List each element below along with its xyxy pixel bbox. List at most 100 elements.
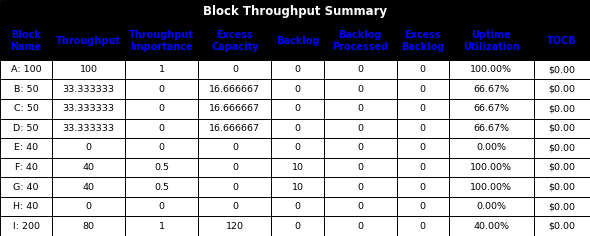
- Text: Uptime
Utilization: Uptime Utilization: [463, 30, 520, 52]
- Bar: [125, 60, 198, 79]
- Bar: [271, 60, 323, 79]
- Bar: [198, 23, 271, 60]
- Bar: [323, 118, 396, 138]
- Text: 0: 0: [294, 202, 300, 211]
- Bar: [323, 60, 396, 79]
- Bar: [534, 23, 590, 60]
- Text: A: 100: A: 100: [11, 65, 41, 74]
- Text: 0: 0: [419, 222, 426, 231]
- Bar: [534, 197, 590, 216]
- Text: Block
Name: Block Name: [11, 30, 42, 52]
- Bar: [0, 177, 52, 197]
- Text: 100.00%: 100.00%: [470, 183, 512, 192]
- Bar: [52, 23, 125, 60]
- Bar: [0, 0, 590, 23]
- Text: $0.00: $0.00: [549, 202, 575, 211]
- Bar: [52, 197, 125, 216]
- Text: 0: 0: [419, 143, 426, 152]
- Bar: [271, 99, 323, 118]
- Text: $0.00: $0.00: [549, 104, 575, 113]
- Text: 0.5: 0.5: [154, 163, 169, 172]
- Text: Throughput: Throughput: [56, 36, 121, 46]
- Bar: [52, 216, 125, 236]
- Bar: [449, 177, 534, 197]
- Text: 0: 0: [86, 202, 91, 211]
- Bar: [323, 138, 396, 158]
- Bar: [271, 118, 323, 138]
- Bar: [396, 158, 449, 177]
- Text: $0.00: $0.00: [549, 85, 575, 94]
- Text: 0: 0: [232, 163, 238, 172]
- Text: 0: 0: [294, 222, 300, 231]
- Text: 10: 10: [291, 163, 303, 172]
- Bar: [271, 177, 323, 197]
- Text: 40.00%: 40.00%: [473, 222, 509, 231]
- Text: 0: 0: [357, 202, 363, 211]
- Text: 0: 0: [357, 85, 363, 94]
- Text: 120: 120: [226, 222, 244, 231]
- Text: 66.67%: 66.67%: [473, 124, 509, 133]
- Text: 0: 0: [294, 124, 300, 133]
- Text: 0: 0: [86, 143, 91, 152]
- Bar: [125, 197, 198, 216]
- Text: 0: 0: [232, 143, 238, 152]
- Bar: [198, 197, 271, 216]
- Bar: [198, 118, 271, 138]
- Bar: [323, 216, 396, 236]
- Text: 10: 10: [291, 183, 303, 192]
- Bar: [449, 158, 534, 177]
- Text: 0: 0: [294, 65, 300, 74]
- Bar: [0, 23, 52, 60]
- Bar: [125, 99, 198, 118]
- Bar: [52, 60, 125, 79]
- Text: H: 40: H: 40: [14, 202, 39, 211]
- Bar: [52, 99, 125, 118]
- Text: 0: 0: [159, 202, 165, 211]
- Bar: [0, 216, 52, 236]
- Bar: [271, 158, 323, 177]
- Bar: [0, 197, 52, 216]
- Bar: [396, 99, 449, 118]
- Text: 0: 0: [232, 183, 238, 192]
- Bar: [449, 216, 534, 236]
- Text: 100.00%: 100.00%: [470, 163, 512, 172]
- Text: 16.666667: 16.666667: [209, 104, 260, 113]
- Bar: [125, 138, 198, 158]
- Bar: [449, 23, 534, 60]
- Text: C: 50: C: 50: [14, 104, 38, 113]
- Bar: [125, 158, 198, 177]
- Bar: [271, 23, 323, 60]
- Text: 100: 100: [80, 65, 98, 74]
- Bar: [323, 158, 396, 177]
- Bar: [125, 118, 198, 138]
- Bar: [52, 158, 125, 177]
- Text: $0.00: $0.00: [549, 124, 575, 133]
- Bar: [396, 118, 449, 138]
- Bar: [396, 60, 449, 79]
- Text: 0: 0: [357, 124, 363, 133]
- Text: 0.00%: 0.00%: [476, 202, 506, 211]
- Text: 66.67%: 66.67%: [473, 104, 509, 113]
- Text: 1: 1: [159, 222, 165, 231]
- Bar: [271, 216, 323, 236]
- Text: 0: 0: [419, 104, 426, 113]
- Text: Excess
Backlog: Excess Backlog: [401, 30, 444, 52]
- Text: 100.00%: 100.00%: [470, 65, 512, 74]
- Text: 0: 0: [419, 65, 426, 74]
- Bar: [52, 118, 125, 138]
- Text: I: 200: I: 200: [12, 222, 40, 231]
- Text: 0: 0: [294, 85, 300, 94]
- Text: D: 50: D: 50: [14, 124, 39, 133]
- Bar: [396, 23, 449, 60]
- Text: 0: 0: [357, 183, 363, 192]
- Bar: [0, 158, 52, 177]
- Bar: [271, 79, 323, 99]
- Text: 1: 1: [159, 65, 165, 74]
- Text: 80: 80: [83, 222, 94, 231]
- Text: 66.67%: 66.67%: [473, 85, 509, 94]
- Bar: [198, 99, 271, 118]
- Bar: [449, 197, 534, 216]
- Text: 0: 0: [159, 143, 165, 152]
- Bar: [52, 79, 125, 99]
- Text: 0: 0: [294, 143, 300, 152]
